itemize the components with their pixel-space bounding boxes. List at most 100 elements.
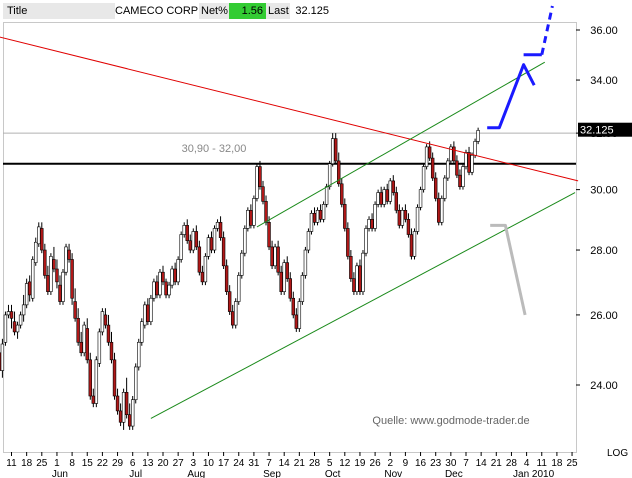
date-tick-label: 12 xyxy=(339,458,351,469)
candle-body xyxy=(327,163,332,188)
candle-body xyxy=(106,324,111,343)
candle-body xyxy=(473,141,477,156)
candle-body xyxy=(43,249,47,276)
candle-body xyxy=(282,262,286,292)
month-label: Oct xyxy=(325,469,341,478)
candle-body xyxy=(397,210,402,226)
candle-body xyxy=(352,278,356,292)
candle-body xyxy=(306,231,311,251)
date-tick-label: 8 xyxy=(69,458,75,469)
candle-body xyxy=(385,189,389,202)
candle-body xyxy=(109,341,114,361)
candle-body xyxy=(100,311,105,333)
candle-body xyxy=(361,252,365,292)
candle-body xyxy=(215,222,220,229)
candle-body xyxy=(476,130,480,142)
candle-body xyxy=(300,275,305,302)
candle-body xyxy=(400,210,405,226)
candle-body xyxy=(379,192,383,205)
candle-body xyxy=(303,249,308,276)
plot-frame xyxy=(3,22,577,453)
title-label: Title xyxy=(3,3,115,19)
candle-body xyxy=(318,210,323,220)
candle-body xyxy=(312,212,317,223)
bull-scenario-arrow xyxy=(487,63,536,130)
candle-body xyxy=(458,174,462,188)
date-tick-label: 26 xyxy=(370,458,382,469)
candle-body xyxy=(6,311,11,316)
candle-body xyxy=(376,192,380,205)
candle-body xyxy=(0,343,5,371)
date-tick-label: 28 xyxy=(309,458,321,469)
candle-body xyxy=(118,410,123,423)
date-tick-label: 15 xyxy=(82,458,94,469)
candle-body xyxy=(297,301,302,329)
candle-body xyxy=(415,207,420,232)
date-tick-label: 4 xyxy=(524,458,530,469)
candles xyxy=(0,127,480,430)
candle-body xyxy=(94,359,99,404)
candle-body xyxy=(364,228,368,254)
candle-body xyxy=(240,252,244,276)
candle-body xyxy=(15,324,20,333)
candle-body xyxy=(194,231,199,248)
candle-body xyxy=(355,265,359,292)
candle-body xyxy=(234,301,238,326)
net-percent-label: Net% xyxy=(199,3,229,19)
channel-upper-line xyxy=(256,61,546,228)
date-tick-label: 10 xyxy=(203,458,215,469)
candle-body xyxy=(430,157,435,179)
candle-body xyxy=(340,183,344,205)
candle-body xyxy=(346,228,350,257)
current-price-label: 32.125 xyxy=(580,125,614,137)
candle-body xyxy=(246,210,250,229)
zone-label: 30,90 - 32,00 xyxy=(182,143,247,155)
candle-body xyxy=(452,146,456,162)
candle-body xyxy=(349,256,353,279)
forecast-scenarios xyxy=(487,5,554,316)
net-percent-value: 1.56 xyxy=(229,3,266,19)
candle-body xyxy=(34,241,38,263)
date-tick-label: 9 xyxy=(403,458,409,469)
date-tick-label: 24 xyxy=(233,458,245,469)
candle-body xyxy=(367,219,371,229)
month-label: Dec xyxy=(445,469,463,478)
date-tick-label: 18 xyxy=(551,458,563,469)
candle-body xyxy=(127,414,132,427)
candle-body xyxy=(64,246,68,273)
candle-body xyxy=(103,314,108,326)
candle-body xyxy=(9,311,14,319)
candle-body xyxy=(146,304,150,322)
candle-body xyxy=(67,249,71,260)
bear-scenario-arrow xyxy=(490,223,527,316)
candle-body xyxy=(406,219,411,235)
bull-target-dashed xyxy=(540,5,554,56)
trend-lines xyxy=(0,36,579,419)
month-label: Jun xyxy=(52,469,68,478)
candle-body xyxy=(382,189,386,205)
candle-body xyxy=(164,281,168,296)
candle-body xyxy=(173,268,177,283)
date-tick-label: 1 xyxy=(54,458,60,469)
candle-body xyxy=(255,166,259,199)
candle-body xyxy=(18,314,23,326)
price-axis: 24.0026.0028.0030.0032.0034.0036.0032.12… xyxy=(576,25,632,459)
candle-body xyxy=(143,304,147,326)
candle-body xyxy=(249,210,253,226)
date-tick-label: 14 xyxy=(279,458,291,469)
current-price-badge xyxy=(578,122,632,137)
last-price-label: Last xyxy=(266,3,290,19)
candle-body xyxy=(158,271,162,296)
price-tick-label: 34.00 xyxy=(590,75,618,87)
date-tick-label: 25 xyxy=(36,458,48,469)
month-label: Nov xyxy=(384,469,402,478)
date-tick-label: 3 xyxy=(191,458,197,469)
month-label: Jul xyxy=(129,469,142,478)
date-tick-label: 2 xyxy=(387,458,393,469)
candle-body xyxy=(40,228,44,251)
candle-body xyxy=(131,399,135,427)
candle-body xyxy=(149,297,153,322)
candle-body xyxy=(82,324,86,354)
candle-body xyxy=(273,246,277,267)
candle-body xyxy=(61,271,65,302)
